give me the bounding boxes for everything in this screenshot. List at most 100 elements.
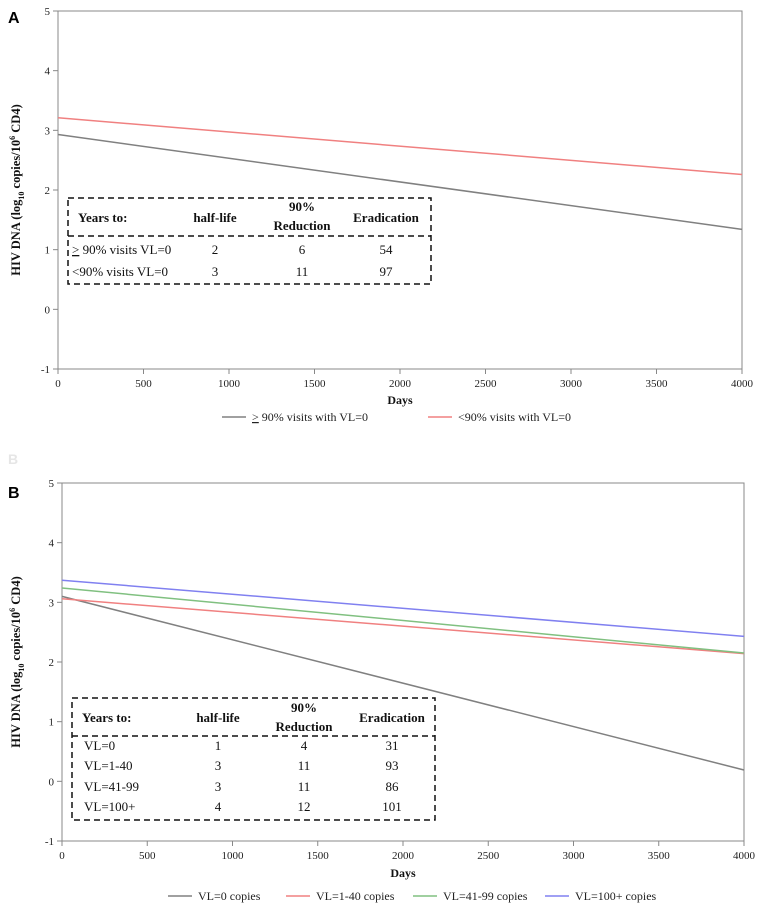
table-cell: 4 (301, 738, 308, 753)
table-cell: 3 (212, 264, 219, 279)
table-row-label: <90% visits VL=0 (72, 264, 168, 279)
x-tick-label: 2000 (392, 850, 415, 862)
panel-letter: A (8, 10, 20, 27)
x-tick-label: 500 (135, 378, 152, 390)
x-tick-label: 1000 (222, 850, 245, 862)
x-tick-label: 4000 (733, 850, 756, 862)
table-row-label: VL=0 (84, 738, 115, 753)
panel-b: B0 500 1000 1500 2000 2500 3000 3500 4000-101234… (8, 478, 756, 903)
table-cell: 4 (215, 799, 222, 814)
y-axis-title-subscript: 6 (8, 136, 17, 140)
ghost-panel-letter: B (8, 451, 18, 467)
legend-label: VL=1-40 copies (316, 889, 395, 903)
table-gte-symbol: > (72, 242, 79, 257)
table-cell: 31 (386, 738, 399, 753)
y-axis-title: HIV DNA (log10 copies/106 CD4) (8, 576, 26, 748)
x-tick-label: 1500 (307, 850, 330, 862)
legend-label: VL=0 copies (198, 889, 261, 903)
table-cell: 86 (386, 779, 400, 794)
y-tick-label: 0 (45, 304, 51, 316)
inset-table: Years to: half-life 90% Reduction Eradicatio… (67, 197, 432, 285)
panel-a: A 0 500 1000 1500 2000 2500 3000 3500 4000 -1 0 1 2 3 4… (8, 6, 754, 424)
series-line-2 (61, 598, 745, 655)
y-axis-title: HIV DNA (log10 copies/106 CD4) (8, 104, 26, 276)
y-tick-label: 2 (45, 185, 51, 197)
legend-label: VL=100+ copies (575, 889, 657, 903)
table-cell: 97 (380, 264, 394, 279)
table-cell: 11 (296, 264, 309, 279)
x-tick-label: 1000 (218, 378, 241, 390)
y-tick-label: 4 (49, 538, 55, 550)
table-cell: 6 (299, 242, 306, 257)
x-tick-label: 4000 (731, 378, 754, 390)
legend-label: VL=41-99 copies (443, 889, 528, 903)
table-row-label: VL=1-40 (84, 758, 133, 773)
y-axis-title-part: copies/10 (9, 140, 23, 192)
series-line-2 (57, 117, 743, 176)
x-axis-title: Days (387, 393, 413, 407)
table-header-years-to: Years to: (78, 210, 127, 225)
table-row-label: > 90% visits VL=0 (72, 242, 171, 257)
x-tick-label: 0 (55, 378, 61, 390)
table-header-90pct: 90% (291, 700, 317, 715)
table-cell: 11 (298, 779, 311, 794)
y-axis-title-part: CD4) (9, 576, 23, 608)
table-header-years-to: Years to: (82, 710, 131, 725)
legend-label-text: 90% visits with VL=0 (259, 410, 368, 424)
table-frame (71, 697, 436, 821)
x-tick-label: 2500 (477, 850, 500, 862)
table-cell: 1 (215, 738, 222, 753)
y-axis-title-subscript: 10 (17, 664, 26, 672)
y-tick-label: 5 (45, 6, 51, 18)
table-cell: 2 (212, 242, 219, 257)
y-axis-title-subscript: 6 (8, 608, 17, 612)
y-tick-label: 3 (49, 597, 55, 609)
x-tick-label: 3500 (648, 850, 671, 862)
legend-gte-symbol: > (252, 410, 259, 424)
legend-label: <90% visits with VL=0 (458, 410, 571, 424)
series-line-4 (61, 579, 745, 638)
panel-letter: B (8, 485, 20, 502)
legend-label: > 90% visits with VL=0 (252, 410, 368, 424)
y-tick-label: 0 (49, 776, 55, 788)
series-line-3 (61, 587, 745, 654)
plot-area-frame (57, 10, 743, 370)
table-header-half-life: half-life (193, 210, 237, 225)
x-axis-title: Days (390, 866, 416, 880)
y-axis-title-part: HIV DNA (log (9, 199, 23, 276)
table-row-label-text: 90% visits VL=0 (79, 242, 171, 257)
table-cell: 12 (298, 799, 311, 814)
y-axis-title-part: HIV DNA (log (9, 671, 23, 748)
table-header-eradication: Eradication (359, 710, 425, 725)
table-cell: 3 (215, 779, 222, 794)
table-row-label: VL=41-99 (84, 779, 139, 794)
table-cell: 93 (386, 758, 399, 773)
y-tick-label: 1 (49, 717, 55, 729)
table-cell: 11 (298, 758, 311, 773)
table-frame (67, 197, 432, 285)
y-tick-label: 1 (45, 245, 51, 257)
y-tick-label: -1 (41, 364, 50, 376)
x-tick-label: 500 (139, 850, 156, 862)
y-axis-title-part: CD4) (9, 104, 23, 136)
table-header-reduction: Reduction (273, 218, 331, 233)
table-header-reduction: Reduction (275, 719, 333, 734)
y-tick-label: 2 (49, 657, 55, 669)
table-cell: 3 (215, 758, 222, 773)
table-header-eradication: Eradication (353, 210, 419, 225)
x-tick-label: 3000 (560, 378, 583, 390)
x-tick-label: 3000 (563, 850, 586, 862)
table-header-90pct: 90% (289, 199, 315, 214)
x-tick-label: 1500 (304, 378, 327, 390)
x-tick-label: 0 (59, 850, 65, 862)
y-axis-title-part: copies/10 (9, 612, 23, 664)
y-tick-label: 3 (45, 125, 51, 137)
x-tick-label: 2500 (475, 378, 498, 390)
y-tick-label: -1 (45, 836, 54, 848)
x-tick-label: 2000 (389, 378, 412, 390)
table-cell: 54 (380, 242, 394, 257)
table-cell: 101 (382, 799, 402, 814)
y-tick-label: 4 (45, 66, 51, 78)
y-tick-label: 5 (49, 478, 55, 490)
